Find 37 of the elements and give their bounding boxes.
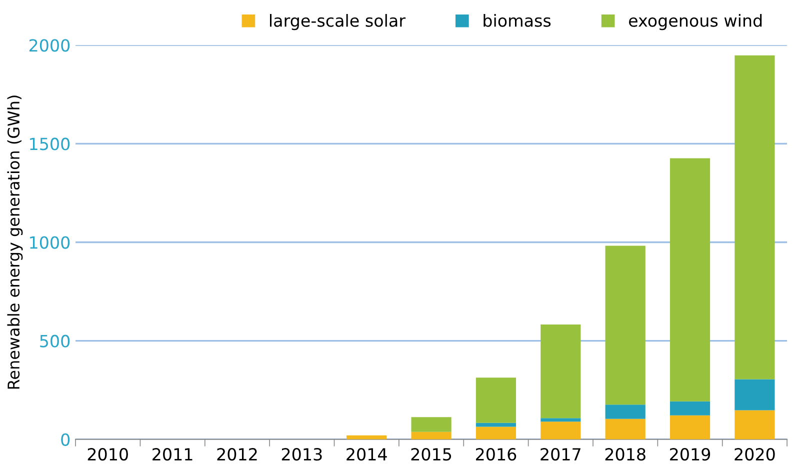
- x-tick-label: 2020: [734, 448, 775, 461]
- bar: [540, 418, 581, 422]
- y-axis-title: Renewable energy generation (GWh): [7, 96, 23, 389]
- bar: [540, 422, 581, 440]
- x-tick-label: 2014: [346, 448, 387, 461]
- x-tick-label: 2011: [152, 448, 192, 461]
- bar: [605, 246, 646, 405]
- x-tick-label: 2010: [88, 448, 128, 461]
- bar: [411, 417, 452, 432]
- bar: [476, 378, 516, 423]
- bar: [476, 426, 516, 440]
- bar: [734, 379, 775, 410]
- bar: [670, 415, 710, 440]
- legend-label: large-scale solar: [270, 14, 406, 30]
- x-tick-label: 2016: [476, 448, 516, 461]
- bar: [734, 410, 775, 440]
- bar: [734, 55, 775, 380]
- y-tick-label: 500: [40, 334, 70, 348]
- y-tick-label: 1500: [30, 138, 70, 150]
- bar: [540, 324, 581, 418]
- legend-label: exogenous wind: [628, 14, 762, 30]
- bar: [411, 432, 452, 440]
- x-tick-label: 2017: [540, 448, 580, 461]
- y-tick-label: 0: [61, 433, 70, 446]
- bar: [670, 401, 710, 416]
- y-tick-label: 2000: [29, 39, 70, 52]
- y-tick-label: 1000: [30, 236, 70, 249]
- legend-label: biomass: [484, 14, 551, 27]
- x-tick-label: 2013: [282, 448, 322, 461]
- x-tick-label: 2019: [670, 448, 710, 461]
- bar: [605, 418, 646, 440]
- x-tick-label: 2015: [411, 448, 452, 461]
- x-tick-label: 2018: [605, 448, 646, 461]
- bar: [476, 422, 516, 427]
- x-tick-label: 2012: [217, 448, 257, 461]
- bar: [605, 404, 646, 419]
- bar: [670, 158, 710, 402]
